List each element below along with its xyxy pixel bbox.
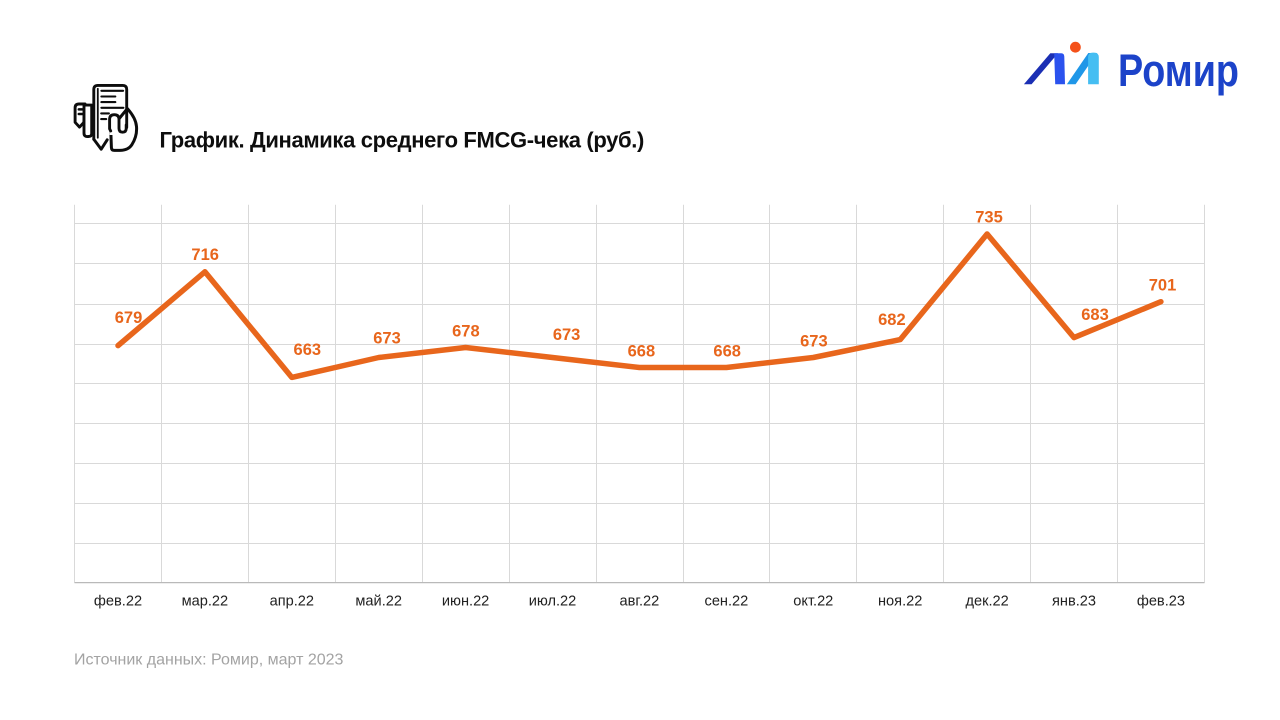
svg-text:678: 678 — [452, 322, 480, 340]
svg-text:График. Динамика среднего FMCG: График. Динамика среднего FMCG-чека (руб… — [160, 127, 645, 152]
svg-text:фев.22: фев.22 — [94, 593, 142, 609]
svg-text:авг.22: авг.22 — [620, 593, 660, 609]
svg-text:сен.22: сен.22 — [705, 593, 749, 609]
svg-text:Источник данных: Ромир, март: Источник данных: Ромир, март 2023 — [74, 652, 344, 669]
svg-text:дек.22: дек.22 — [965, 593, 1008, 609]
svg-text:735: 735 — [975, 209, 1003, 227]
svg-text:682: 682 — [878, 311, 906, 329]
svg-text:мар.22: мар.22 — [182, 593, 229, 609]
svg-text:673: 673 — [553, 326, 581, 344]
svg-text:июн.22: июн.22 — [442, 593, 489, 609]
svg-text:663: 663 — [294, 341, 322, 359]
svg-text:фев.23: фев.23 — [1137, 593, 1185, 609]
svg-text:668: 668 — [713, 342, 741, 360]
svg-text:673: 673 — [800, 332, 828, 350]
svg-text:673: 673 — [373, 329, 401, 347]
svg-text:701: 701 — [1149, 277, 1177, 295]
svg-text:июл.22: июл.22 — [529, 593, 577, 609]
svg-text:683: 683 — [1081, 306, 1109, 324]
svg-text:апр.22: апр.22 — [270, 593, 314, 609]
svg-text:май.22: май.22 — [355, 593, 402, 609]
svg-text:окт.22: окт.22 — [793, 593, 833, 609]
svg-text:Ромир: Ромир — [1118, 45, 1239, 96]
svg-text:ноя.22: ноя.22 — [878, 593, 922, 609]
svg-text:716: 716 — [191, 246, 219, 264]
svg-text:679: 679 — [115, 309, 143, 327]
svg-text:668: 668 — [628, 342, 656, 360]
svg-text:янв.23: янв.23 — [1052, 593, 1096, 609]
